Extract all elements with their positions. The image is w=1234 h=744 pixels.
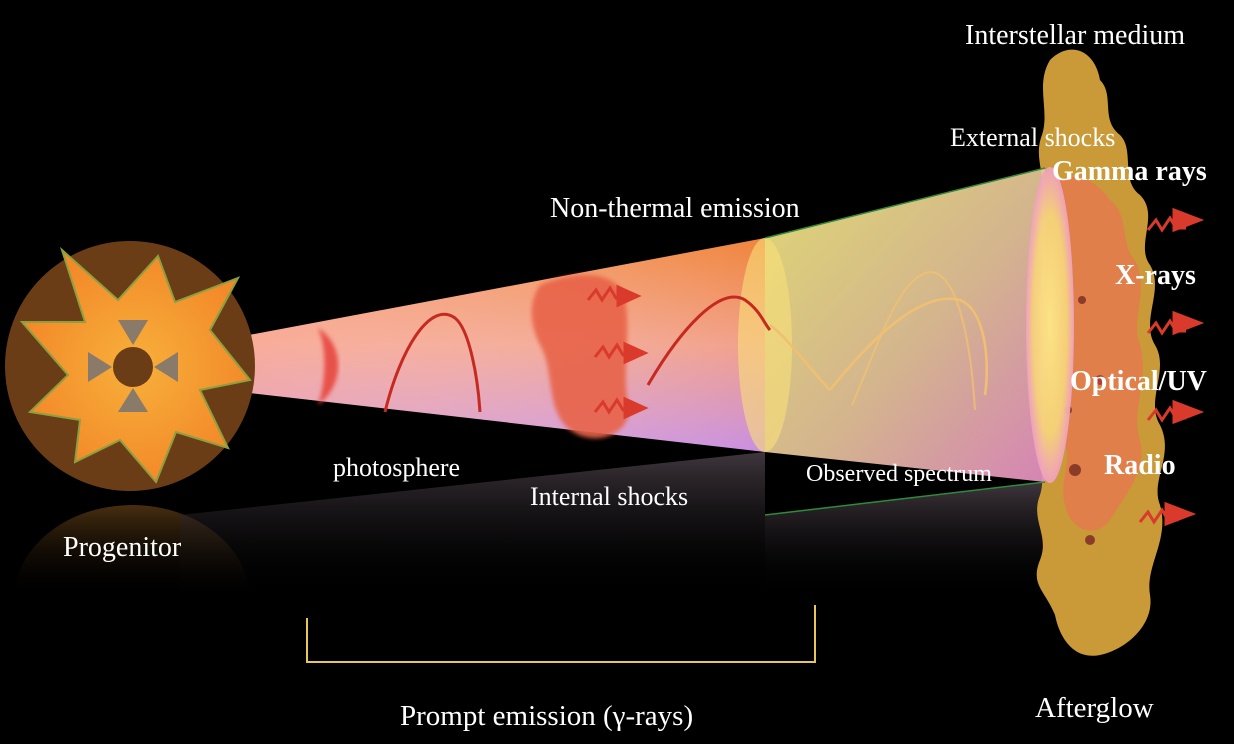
band-gamma-rays-label: Gamma rays bbox=[1052, 156, 1207, 187]
afterglow-emission-icons bbox=[1138, 207, 1205, 527]
external-shocks-label: External shocks bbox=[950, 123, 1116, 152]
photosphere-label: photosphere bbox=[333, 453, 461, 482]
zigzag-arrow-icon bbox=[586, 284, 642, 308]
observed-spectrum-curve-1 bbox=[769, 324, 831, 391]
afterglow-cone bbox=[765, 168, 1045, 482]
internal-shocks-label: Internal shocks bbox=[530, 482, 689, 511]
prompt-emission-bracket bbox=[306, 605, 816, 663]
progenitor bbox=[5, 241, 255, 491]
nonthermal-spectrum bbox=[646, 295, 772, 386]
prompt-emission-label: Prompt emission (γ-rays) bbox=[400, 700, 694, 732]
zigzag-arrow-icon bbox=[1138, 501, 1197, 527]
band-x-rays-label: X-rays bbox=[1115, 260, 1196, 291]
observed-spectrum-curve-3 bbox=[851, 270, 976, 411]
jet-cross-section bbox=[738, 238, 792, 452]
photosphere-spectrum bbox=[383, 312, 482, 413]
zigzag-arrow-icon bbox=[1146, 399, 1205, 425]
zigzag-arrow-icon bbox=[1146, 310, 1205, 336]
external-shock-front bbox=[1026, 167, 1074, 483]
jet-reflection bbox=[180, 452, 765, 600]
progenitor-label: Progenitor bbox=[63, 532, 182, 563]
afterglow-label: Afterglow bbox=[1035, 692, 1154, 724]
photosphere-shell bbox=[318, 328, 339, 405]
interstellar-medium-label: Interstellar medium bbox=[965, 20, 1186, 51]
band-radio-label: Radio bbox=[1104, 450, 1176, 481]
non-thermal-emission-label: Non-thermal emission bbox=[550, 193, 800, 224]
zigzag-arrow-icon bbox=[593, 341, 649, 365]
internal-shock-blob bbox=[531, 274, 630, 439]
internal-shock-emission-icons bbox=[586, 284, 649, 420]
cone-reflection bbox=[765, 482, 1045, 600]
observed-spectrum-label: Observed spectrum bbox=[806, 461, 992, 487]
zigzag-arrow-icon bbox=[1146, 207, 1205, 233]
band-optical-uv-label: Optical/UV bbox=[1070, 366, 1207, 397]
zigzag-arrow-icon bbox=[593, 396, 649, 420]
interstellar-medium bbox=[1036, 49, 1165, 656]
